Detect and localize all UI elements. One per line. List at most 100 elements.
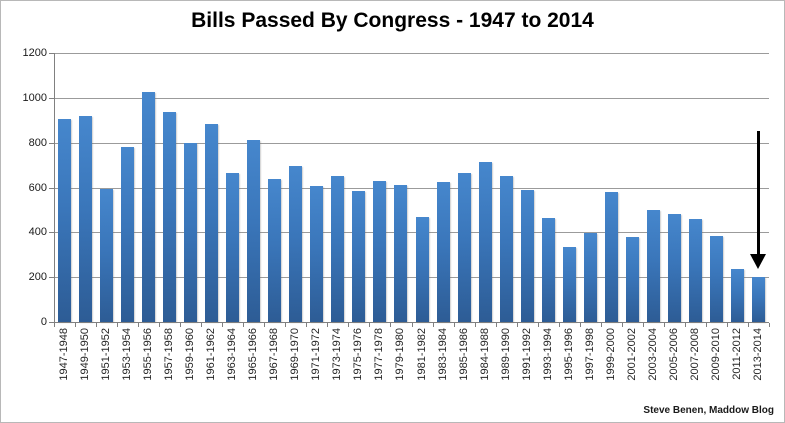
x-axis-tick [369, 323, 371, 327]
y-axis-tick [49, 277, 54, 279]
bar [289, 166, 303, 322]
x-axis-label: 1997-1998 [583, 328, 596, 381]
gridline [54, 97, 769, 99]
y-axis-label: 400 [28, 226, 47, 239]
bar [583, 233, 597, 322]
x-axis-tick [306, 323, 308, 327]
x-axis-label: 1969-1970 [289, 328, 302, 381]
x-axis-tick [621, 323, 623, 327]
x-axis-label: 1951-1952 [100, 328, 113, 381]
bar [268, 178, 282, 322]
x-axis-tick [54, 323, 55, 327]
bar [331, 176, 345, 322]
x-axis-tick [411, 323, 413, 327]
x-axis-tick [642, 323, 644, 327]
x-axis-tick [495, 323, 497, 327]
bar [394, 185, 408, 322]
x-axis-label: 1989-1990 [499, 328, 512, 381]
gridline [54, 232, 769, 234]
x-axis-tick [705, 323, 707, 327]
x-axis-tick [96, 323, 98, 327]
x-axis-label: 1953-1954 [121, 328, 134, 381]
bar [730, 268, 744, 322]
x-axis-tick [474, 323, 476, 327]
x-axis-tick [180, 323, 182, 327]
bar [604, 191, 618, 322]
y-axis-tick [49, 53, 54, 54]
x-axis-label: 1984-1988 [478, 328, 491, 381]
x-axis-label: 1959-1960 [184, 328, 197, 381]
x-axis-tick [600, 323, 602, 327]
bar [100, 188, 114, 322]
x-axis-label: 2013-2014 [751, 328, 764, 381]
x-axis-tick [432, 323, 434, 327]
bar [58, 119, 71, 322]
attribution-text: Steve Benen, Maddow Blog [643, 405, 774, 416]
x-axis-line [54, 322, 769, 323]
down-arrow-head [750, 254, 767, 270]
bar [457, 172, 471, 322]
bar [499, 176, 513, 322]
x-axis-tick [747, 323, 749, 327]
bar [625, 237, 639, 322]
x-axis-label: 1983-1984 [436, 328, 449, 381]
x-axis-label: 1965-1966 [247, 328, 260, 381]
chart-title: Bills Passed By Congress - 1947 to 2014 [191, 9, 594, 32]
bar [436, 181, 450, 322]
x-axis-tick [285, 323, 287, 327]
x-axis-tick [264, 323, 266, 327]
x-axis-tick [243, 323, 245, 327]
bar [184, 142, 198, 322]
x-axis-tick [663, 323, 665, 327]
x-axis-tick [769, 323, 770, 327]
gridline [54, 142, 769, 144]
y-axis-label: 800 [28, 136, 47, 149]
x-axis-tick [579, 323, 581, 327]
bar [415, 216, 429, 322]
x-axis-tick [201, 323, 203, 327]
x-axis-label: 1973-1974 [331, 328, 344, 381]
x-axis-label: 1981-1982 [415, 328, 428, 381]
x-axis-tick [390, 323, 392, 327]
x-axis-tick [222, 323, 224, 327]
x-axis-label: 1961-1962 [205, 328, 218, 381]
bar [541, 217, 555, 322]
x-axis-tick [684, 323, 686, 327]
x-axis-label: 1957-1958 [163, 328, 176, 381]
x-axis-label: 2005-2006 [667, 328, 680, 381]
y-axis-label: 200 [28, 271, 47, 284]
x-axis-tick [726, 323, 728, 327]
bar [205, 123, 219, 322]
bar [373, 180, 387, 322]
bar [121, 147, 135, 322]
y-axis-label: 1000 [22, 91, 47, 104]
bar [478, 161, 492, 322]
y-axis-tick [49, 142, 54, 144]
x-axis-tick [558, 323, 560, 327]
x-axis-label: 1977-1978 [373, 328, 386, 381]
x-axis-tick [327, 323, 329, 327]
x-axis-label: 2011-2012 [730, 328, 743, 380]
x-axis-label: 1955-1956 [142, 328, 155, 381]
x-axis-label: 2001-2002 [625, 328, 638, 381]
x-axis-label: 1985-1986 [457, 328, 470, 381]
y-axis-tick [49, 187, 54, 189]
gridline [54, 277, 769, 279]
bar [688, 218, 702, 322]
x-axis-label: 1949-1950 [79, 328, 92, 381]
bar [352, 190, 366, 322]
bar [667, 213, 681, 322]
x-axis-tick [516, 323, 518, 327]
bar [562, 246, 576, 322]
x-axis-tick [117, 323, 119, 327]
down-arrow-annotation [756, 131, 760, 255]
x-axis-label: 1967-1968 [268, 328, 281, 381]
bar [646, 209, 660, 322]
gridline [54, 53, 769, 54]
y-axis-tick [49, 322, 54, 323]
x-axis-tick [159, 323, 161, 327]
bar [163, 112, 177, 322]
x-axis-label: 2007-2008 [688, 328, 701, 381]
x-axis-tick [348, 323, 350, 327]
